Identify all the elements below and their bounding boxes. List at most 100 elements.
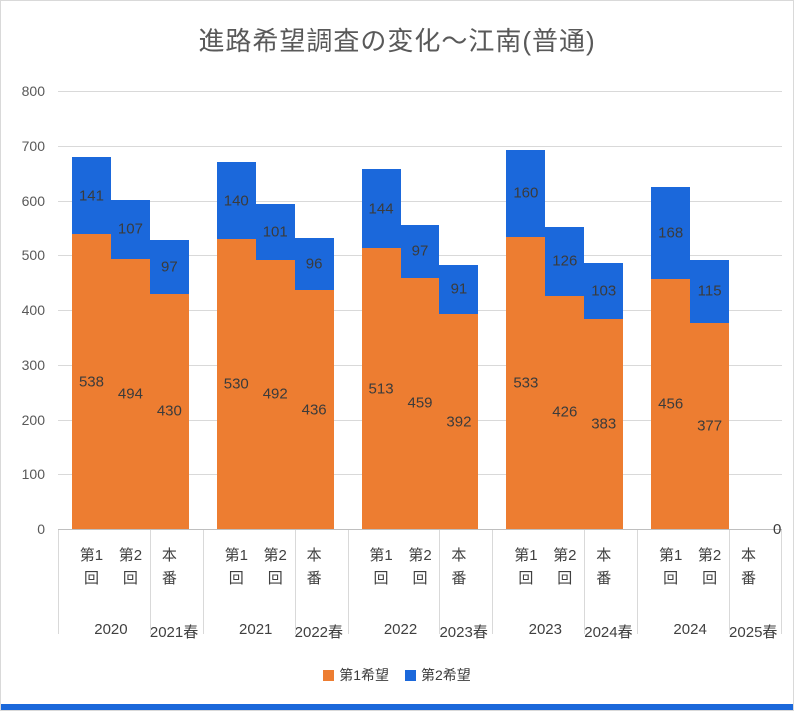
data-label: 97 bbox=[411, 242, 429, 260]
legend-item: 第2希望 bbox=[405, 665, 471, 685]
bar-segment-second-choice: 115 bbox=[690, 259, 730, 323]
bar-segment-first-choice: 538 bbox=[72, 234, 111, 529]
survey-year-label: 2022 bbox=[383, 620, 418, 638]
bar-segment-first-choice: 430 bbox=[149, 293, 189, 529]
y-tick-label: 700 bbox=[21, 137, 45, 154]
category-label-line2: 回 bbox=[663, 570, 679, 588]
category-label-line2: 回 bbox=[83, 570, 99, 588]
legend: 第1希望 第2希望 bbox=[1, 665, 793, 685]
year-label-row: 2022 2023春 bbox=[362, 620, 488, 642]
data-label: 141 bbox=[78, 187, 104, 205]
category-label: 第1 回 bbox=[506, 544, 545, 591]
data-label: 492 bbox=[262, 385, 288, 403]
category-axis: 第1 回第2 回本番 2020 2021春 第1 回第2 回本番 2021 2022春 第1 回第2 回… bbox=[58, 530, 782, 652]
bar-group: 456 168 377 115 0 bbox=[637, 91, 782, 538]
category-label-line2: 回 bbox=[518, 570, 534, 588]
stacked-bar: 538 141 bbox=[72, 91, 111, 529]
chart-title: 進路希望調査の変化〜江南(普通) bbox=[198, 26, 596, 56]
bar-group: 538 141 494 107 430 97 bbox=[58, 91, 203, 529]
category-label-line1: 本 bbox=[596, 547, 612, 564]
legend-label: 第2希望 bbox=[421, 667, 471, 683]
bar-segment-first-choice: 492 bbox=[255, 259, 295, 529]
data-label-zero: 0 bbox=[773, 521, 782, 538]
data-label: 426 bbox=[552, 403, 578, 421]
data-label: 430 bbox=[156, 402, 182, 420]
category-group: 第1 回第2 回本番 2023 2024春 bbox=[492, 530, 637, 652]
category-label-line2: 番 bbox=[741, 570, 757, 588]
y-axis-labels: 0 100 200 300 400 500 600 700 800 bbox=[1, 83, 51, 537]
category-label: 本番 bbox=[584, 544, 623, 591]
result-year-label: 2023春 bbox=[439, 623, 488, 641]
data-label: 97 bbox=[161, 258, 178, 276]
bar-segment-first-choice: 513 bbox=[361, 248, 401, 529]
data-label: 91 bbox=[450, 280, 468, 298]
bar-segment-second-choice: 96 bbox=[294, 237, 334, 291]
bar-segment-first-choice: 530 bbox=[216, 238, 256, 529]
bar-group: 513 144 459 97 392 91 bbox=[348, 91, 493, 529]
category-label: 第2 回 bbox=[401, 544, 440, 591]
year-label-row: 2024 2025春 bbox=[651, 621, 777, 642]
legend-swatch bbox=[323, 669, 335, 681]
stacked-bar: 426 126 bbox=[545, 91, 585, 529]
category-label-line2: 回 bbox=[412, 570, 428, 588]
category-label-line1: 本 bbox=[306, 547, 322, 564]
subcategory-label-row: 第1 回第2 回本番 bbox=[651, 544, 768, 591]
category-label-line2: 回 bbox=[228, 570, 244, 588]
data-label: 126 bbox=[552, 252, 578, 270]
bar-group: 530 140 492 101 436 96 bbox=[203, 91, 348, 529]
data-label: 513 bbox=[368, 380, 394, 398]
stacked-bar: 436 96 bbox=[294, 91, 334, 529]
category-group: 第1 回第2 回本番 2022 2023春 bbox=[347, 530, 493, 652]
data-label: 459 bbox=[407, 394, 433, 412]
bar-segment-second-choice: 107 bbox=[110, 199, 150, 259]
category-divider bbox=[729, 530, 731, 634]
category-group: 第1 回第2 回本番 2021 2022春 bbox=[202, 530, 348, 652]
category-label-line2: 番 bbox=[161, 570, 177, 588]
survey-year-label: 2021 bbox=[239, 620, 273, 638]
result-year-label: 2021春 bbox=[149, 623, 199, 641]
y-tick-label: 500 bbox=[21, 247, 45, 264]
plot-area: 538 141 494 107 430 97 530 140 492 101 436 96 513 144… bbox=[58, 91, 782, 538]
category-label-line1: 第2 bbox=[118, 547, 143, 564]
data-label: 107 bbox=[117, 220, 143, 238]
bar-segment-second-choice: 97 bbox=[400, 224, 440, 278]
bar-segment-second-choice: 144 bbox=[361, 169, 401, 249]
legend-swatch bbox=[405, 669, 416, 681]
category-divider bbox=[294, 530, 296, 634]
result-year-label: 2022春 bbox=[294, 623, 344, 641]
year-label-row: 2020 2021春 bbox=[72, 621, 199, 642]
data-label: 160 bbox=[513, 184, 539, 202]
category-label: 本番 bbox=[729, 544, 768, 591]
y-tick-label: 200 bbox=[21, 411, 45, 428]
category-divider bbox=[439, 530, 441, 634]
category-label-line1: 第1 bbox=[514, 547, 538, 564]
data-label: 530 bbox=[223, 375, 249, 393]
category-label-line2: 回 bbox=[702, 570, 718, 588]
data-label: 436 bbox=[301, 401, 327, 419]
bar-segment-first-choice: 426 bbox=[545, 295, 585, 529]
category-divider bbox=[202, 530, 204, 634]
bar-segment-first-choice: 436 bbox=[294, 290, 334, 529]
subcategory-label-row: 第1 回第2 回本番 bbox=[362, 544, 479, 591]
category-label: 本番 bbox=[295, 544, 334, 591]
category-label-line2: 回 bbox=[373, 570, 389, 588]
data-label: 456 bbox=[658, 395, 684, 413]
bar-segment-first-choice: 392 bbox=[439, 314, 479, 529]
bar-segment-first-choice: 533 bbox=[506, 237, 546, 529]
bar-segment-second-choice: 101 bbox=[255, 204, 295, 260]
category-divider bbox=[58, 530, 59, 634]
bar-segment-first-choice: 494 bbox=[110, 258, 150, 529]
category-label: 第2 回 bbox=[256, 544, 295, 591]
category-divider bbox=[584, 530, 586, 634]
gridline bbox=[58, 91, 782, 92]
data-label: 533 bbox=[513, 374, 539, 392]
category-label-line1: 第1 bbox=[658, 547, 683, 564]
bar-segment-first-choice: 377 bbox=[690, 322, 730, 529]
category-divider bbox=[347, 530, 349, 634]
stacked-bar: 430 97 bbox=[149, 91, 189, 529]
stacked-bar: 533 160 bbox=[506, 91, 546, 529]
bar-segment-first-choice: 459 bbox=[400, 277, 440, 529]
category-group: 第1 回第2 回本番 2020 2021春 bbox=[58, 530, 203, 652]
category-label-line1: 第1 bbox=[224, 547, 248, 564]
year-label-row: 2021 2022春 bbox=[217, 620, 344, 642]
